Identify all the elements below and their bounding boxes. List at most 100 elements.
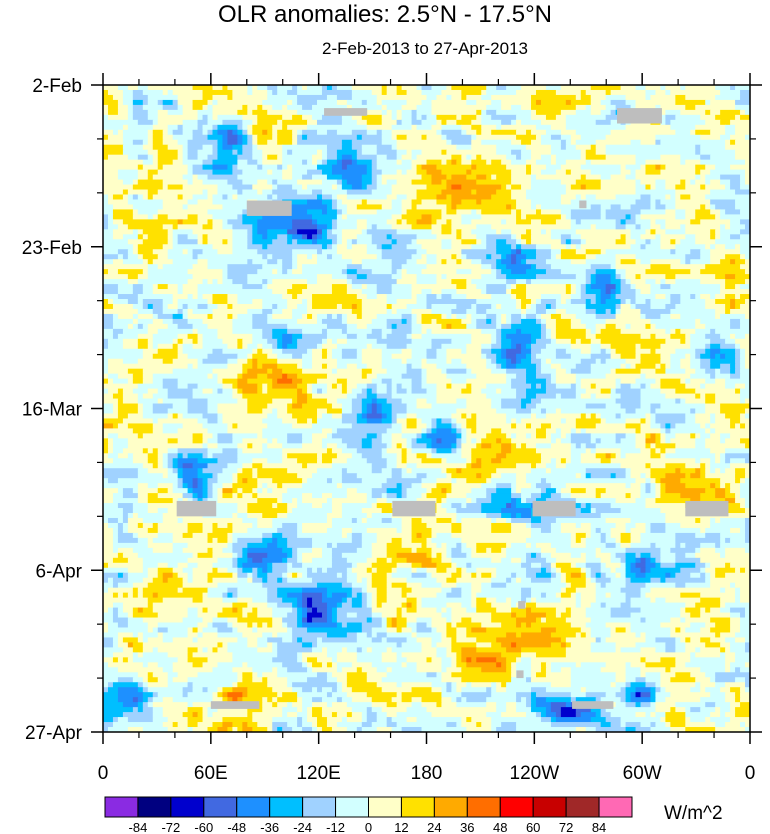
- field-cell: [321, 89, 353, 96]
- field-cell: [436, 498, 443, 504]
- field-cell: [182, 109, 199, 116]
- field-cell: [590, 338, 602, 345]
- field-cell: [257, 114, 283, 121]
- field-cell: [192, 498, 199, 504]
- field-cell: [406, 423, 418, 430]
- field-cell: [247, 134, 253, 141]
- field-cell: [356, 383, 368, 390]
- field-cell: [521, 358, 532, 365]
- field-cell: [237, 388, 243, 395]
- field-cell: [675, 204, 701, 211]
- field-cell: [321, 209, 328, 215]
- field-cell: [287, 567, 308, 574]
- field-cell: [182, 498, 189, 504]
- field-cell: [675, 398, 681, 405]
- field-cell: [590, 204, 602, 211]
- field-cell: [635, 284, 652, 290]
- field-cell: [660, 547, 671, 554]
- field-cell: [122, 572, 129, 579]
- field-cell: [735, 493, 741, 499]
- field-cell: [441, 179, 448, 186]
- field-cell: [341, 184, 353, 191]
- field-cell: [461, 129, 467, 136]
- field-cell: [207, 547, 214, 554]
- field-cell: [550, 328, 557, 335]
- field-cell: [142, 393, 154, 400]
- field-cell: [630, 363, 637, 370]
- field-cell: [262, 308, 273, 315]
- field-cell: [272, 179, 278, 186]
- field-cell: [212, 144, 219, 151]
- field-cell: [516, 279, 527, 285]
- field-cell: [650, 199, 657, 206]
- field-cell: [715, 567, 736, 574]
- field-cell: [207, 234, 233, 240]
- field-cell: [252, 363, 258, 370]
- field-cell: [282, 483, 303, 489]
- field-cell: [351, 85, 383, 91]
- field-cell: [700, 547, 716, 554]
- field-cell: [317, 279, 348, 285]
- field-cell: [431, 428, 438, 434]
- field-cell: [297, 239, 313, 245]
- field-cell: [187, 318, 204, 325]
- field-cell: [103, 214, 109, 220]
- field-cell: [680, 493, 701, 499]
- field-cell: [476, 443, 482, 449]
- field-cell: [436, 94, 447, 101]
- field-cell: [371, 542, 388, 549]
- field-cell: [466, 254, 487, 260]
- field-cell: [103, 458, 114, 464]
- field-cell: [356, 239, 373, 245]
- field-cell: [745, 532, 750, 539]
- field-cell: [585, 174, 602, 181]
- field-cell: [162, 244, 174, 250]
- field-cell: [406, 388, 413, 395]
- field-cell: [366, 373, 378, 380]
- field-cell: [292, 403, 303, 410]
- field-cell: [715, 328, 750, 335]
- field-cell: [610, 458, 696, 464]
- field-cell: [122, 129, 149, 136]
- field-cell: [680, 313, 716, 320]
- field-cell: [162, 129, 169, 136]
- field-cell: [386, 597, 408, 604]
- field-cell: [262, 333, 273, 340]
- field-cell: [142, 517, 164, 524]
- field-cell: [381, 448, 388, 454]
- field-cell: [103, 592, 114, 599]
- field-cell: [307, 284, 333, 290]
- field-cell: [341, 239, 348, 245]
- field-cell: [645, 473, 652, 479]
- field-cell: [715, 572, 726, 579]
- field-cell: [715, 413, 726, 420]
- field-cell: [506, 597, 512, 604]
- field-cell: [560, 144, 567, 151]
- field-cell: [675, 328, 681, 335]
- field-cell: [511, 159, 527, 166]
- field-cell: [157, 209, 209, 215]
- field-cell: [720, 174, 741, 181]
- field-cell: [321, 194, 333, 201]
- field-cell: [580, 537, 587, 544]
- field-cell: [720, 503, 741, 509]
- field-cell: [645, 478, 652, 484]
- field-cell: [147, 134, 154, 141]
- field-cell: [262, 448, 283, 454]
- field-cell: [540, 154, 552, 161]
- field-cell: [152, 289, 179, 295]
- field-cell: [182, 468, 199, 474]
- field-cell: [277, 498, 283, 504]
- field-cell: [326, 85, 333, 91]
- field-cell: [710, 517, 716, 524]
- field-cell: [516, 443, 522, 449]
- field-cell: [511, 557, 522, 564]
- field-cell: [346, 323, 358, 330]
- field-cell: [326, 388, 343, 395]
- field-cell: [192, 552, 199, 559]
- field-cell: [336, 368, 363, 375]
- field-cell: [506, 154, 517, 161]
- field-cell: [725, 438, 741, 444]
- field-cell: [361, 542, 373, 549]
- field-cell: [172, 368, 214, 375]
